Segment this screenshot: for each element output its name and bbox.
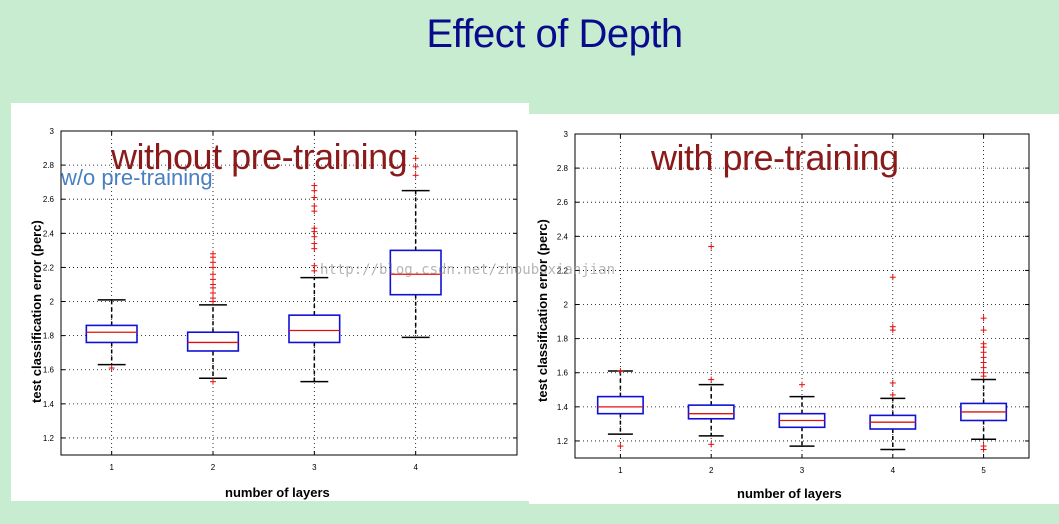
box-iqr [186, 331, 240, 352]
outlier-marker [980, 327, 987, 334]
x-tick-label: 5 [981, 466, 986, 475]
outlier-marker [617, 368, 624, 375]
box-iqr [596, 395, 644, 415]
outlier-marker [889, 379, 896, 386]
x-axis-label-left: number of layers [225, 485, 330, 500]
y-tick-label: 1.4 [43, 400, 55, 409]
outlier-marker [311, 203, 318, 210]
x-tick-label: 1 [109, 463, 114, 472]
outlier-marker [708, 441, 715, 448]
outlier-marker [210, 264, 216, 271]
outlier-marker [210, 250, 216, 257]
outlier-marker [311, 267, 318, 274]
x-tick-label: 2 [211, 463, 216, 472]
chart-panel-with-pretraining: 1.2 1.4 1.6 1.8 2 2.2 2.4 2.6 2.8 3 1 2 3 4 5 with pre… [529, 114, 1059, 504]
y-tick-label: 2.4 [557, 232, 569, 241]
y-tick-label: 1.8 [43, 332, 55, 341]
watermark: http://blog.csdn.net/zhoubuxianjian [320, 262, 616, 278]
y-tick-label: 2.8 [557, 164, 569, 173]
outlier-marker [708, 376, 715, 383]
x-axis-label-right: number of layers [737, 486, 842, 501]
outlier-marker [799, 381, 805, 388]
outlier-marker [617, 443, 624, 450]
y-tick-label: 2.6 [43, 195, 55, 204]
y-tick-label: 2 [50, 298, 55, 307]
y-tick-label: 1.2 [557, 437, 569, 446]
outlier-marker [311, 245, 318, 252]
outlier-marker [311, 240, 318, 247]
y-tick-label: 2 [564, 301, 569, 310]
outlier-marker [412, 155, 419, 162]
y-tick-label: 1.6 [43, 366, 55, 375]
outlier-marker [210, 378, 216, 385]
box-iqr [687, 404, 735, 420]
outlier-marker [210, 295, 216, 302]
y-axis-label-left: test classification error (perc) [29, 220, 44, 403]
outlier-marker [210, 259, 216, 266]
box-iqr [288, 314, 341, 344]
outlier-marker [412, 172, 419, 179]
y-tick-label: 2.6 [557, 198, 569, 207]
y-tick-label: 1.2 [43, 434, 55, 443]
outlier-marker [412, 163, 419, 170]
x-tick-label: 1 [618, 466, 623, 475]
y-tick-label: 1.4 [557, 403, 569, 412]
outlier-marker [311, 262, 318, 269]
outlier-marker [980, 364, 987, 371]
box-iqr [389, 249, 442, 296]
y-tick-label: 3 [564, 130, 569, 139]
outlier-marker [980, 349, 987, 356]
outlier-marker [889, 274, 896, 281]
chart-panel-without-pretraining: 1.2 1.4 1.6 1.8 2 2.2 2.4 2.6 2.8 3 1 2 3 4 without p… [11, 103, 529, 501]
outlier-marker [708, 243, 715, 250]
chart-title-without-pretraining: without pre-training [111, 136, 408, 177]
outlier-marker [311, 187, 318, 194]
outlier-marker [210, 281, 216, 288]
box-iqr [85, 324, 138, 344]
outlier-marker [980, 369, 987, 376]
x-tick-label: 3 [800, 466, 805, 475]
outlier-marker [108, 365, 115, 372]
outlier-marker [210, 271, 216, 278]
y-tick-label: 3 [50, 127, 55, 136]
x-tick-label: 4 [413, 463, 418, 472]
y-tick-label: 2.2 [43, 263, 55, 272]
y-tick-label: 2.2 [557, 266, 569, 275]
outlier-marker [210, 290, 216, 296]
boxplot-with-pretraining: 1.2 1.4 1.6 1.8 2 2.2 2.4 2.6 2.8 3 1 2 3 4 5 [557, 130, 1030, 475]
outlier-marker [311, 208, 318, 215]
outlier-marker [980, 359, 987, 366]
chart-subtitle-wo-pretraining: w/o pre-training [61, 165, 213, 190]
outlier-marker [210, 276, 216, 283]
y-axis-label-right: test classification error (perc) [535, 219, 550, 402]
y-tick-label: 1.6 [557, 369, 569, 378]
y-tick-label: 2.4 [43, 229, 55, 238]
x-tick-label: 2 [709, 466, 714, 475]
outlier-marker [889, 391, 896, 398]
boxplot-without-pretraining: 1.2 1.4 1.6 1.8 2 2.2 2.4 2.6 2.8 3 1 2 3 4 [43, 127, 518, 472]
outlier-marker [980, 315, 987, 322]
outlier-marker [311, 182, 318, 189]
outlier-marker [311, 225, 318, 232]
chart-title-with-pretraining: with pre-training [651, 137, 899, 178]
outlier-marker [311, 233, 318, 240]
outlier-marker [889, 323, 896, 330]
x-tick-label: 4 [891, 466, 896, 475]
y-tick-label: 1.8 [557, 335, 569, 344]
outlier-marker [980, 354, 987, 361]
outlier-marker [980, 340, 987, 347]
y-tick-label: 2.8 [43, 161, 55, 170]
outlier-marker [311, 194, 318, 201]
slide-title: Effect of Depth [426, 12, 683, 56]
x-tick-label: 3 [312, 463, 317, 472]
outlier-marker [980, 443, 987, 450]
plot-frame [60, 130, 518, 456]
